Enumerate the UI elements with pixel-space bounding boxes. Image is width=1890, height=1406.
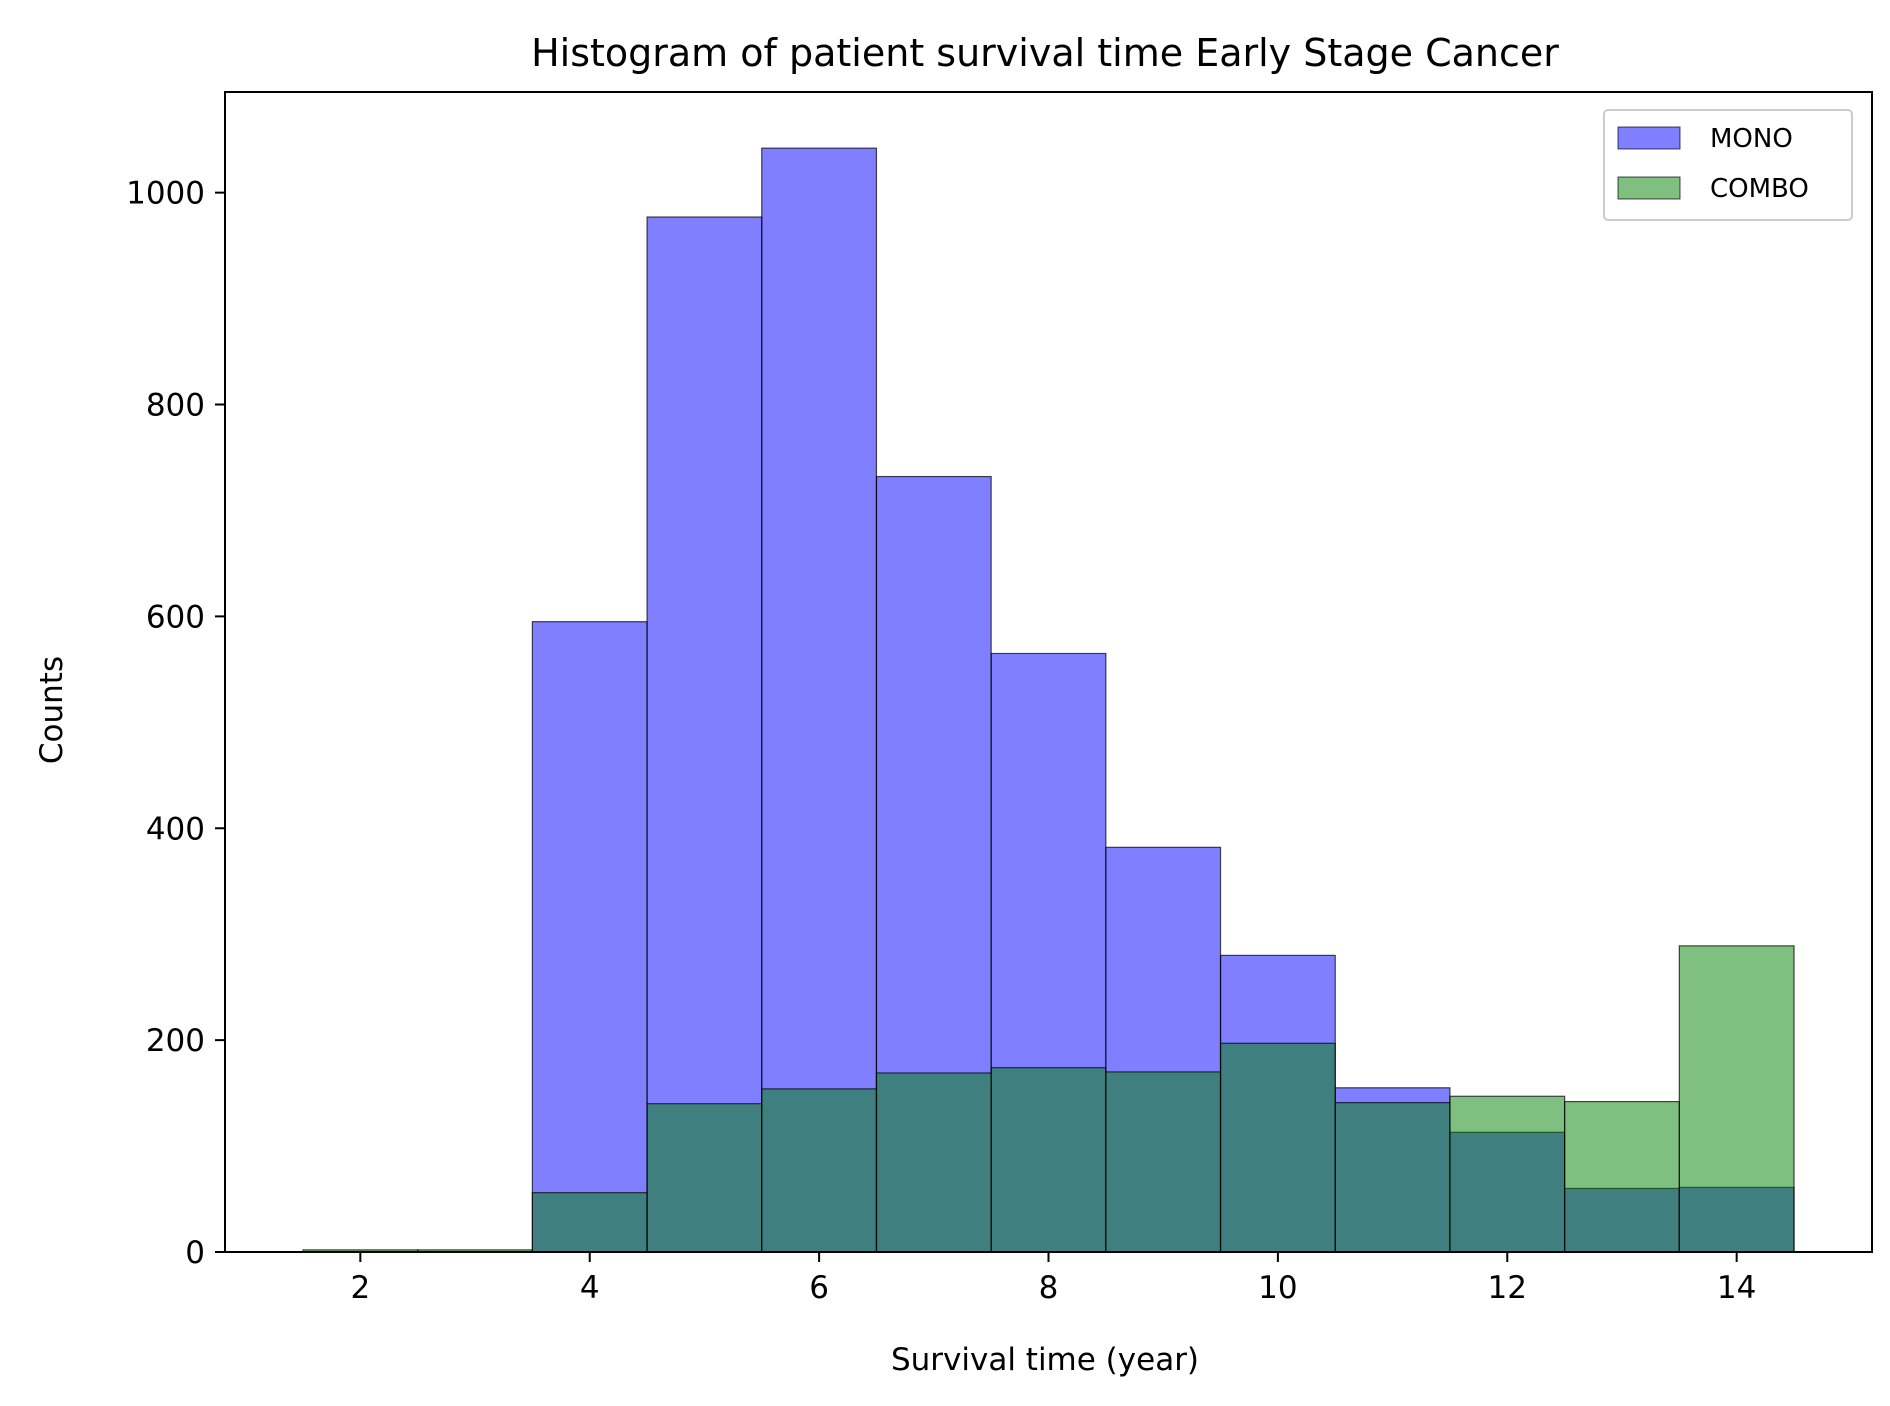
legend-label-combo: COMBO — [1710, 174, 1809, 204]
bar-combo-12 — [1678, 945, 1795, 1253]
chart-title: Histogram of patient survival time Early… — [531, 31, 1559, 75]
x-axis-label: Survival time (year) — [891, 1342, 1199, 1378]
bar-mono-2 — [531, 621, 648, 1253]
plot-frame — [224, 91, 1873, 1253]
legend-label-mono: MONO — [1710, 124, 1793, 154]
ticks-layer: 2 4 6 8 10 12 14 0 200 400 600 800 1000 — [126, 176, 1756, 1306]
bar-combo-11 — [1564, 1100, 1680, 1253]
legend: MONO COMBO — [1603, 109, 1853, 221]
y-tick-label-0: 0 — [185, 1235, 205, 1271]
x-tick-label-10: 10 — [1258, 1270, 1297, 1306]
bar-combo-5 — [875, 1072, 992, 1253]
legend-swatch-mono — [1617, 126, 1681, 150]
y-tick-label-200: 200 — [146, 1023, 205, 1059]
bars-layer — [302, 147, 1795, 1253]
y-axis-label: Counts — [34, 656, 70, 764]
y-tick-label-400: 400 — [146, 811, 205, 847]
bar-combo-10 — [1449, 1095, 1566, 1253]
y-tick-label-600: 600 — [146, 599, 205, 635]
x-tick-label-4: 4 — [580, 1270, 600, 1306]
bar-combo-4 — [761, 1088, 878, 1253]
bar-combo-8 — [1219, 1042, 1336, 1253]
bar-combo-9 — [1334, 1102, 1451, 1253]
x-tick-label-12: 12 — [1488, 1270, 1527, 1306]
bar-combo-3 — [646, 1103, 763, 1253]
legend-swatch-combo — [1617, 176, 1681, 200]
x-tick-label-8: 8 — [1039, 1270, 1059, 1306]
bar-combo-2 — [531, 1192, 648, 1253]
y-tick-label-800: 800 — [146, 388, 205, 424]
x-tick-label-6: 6 — [809, 1270, 829, 1306]
bar-combo-6 — [990, 1067, 1107, 1253]
y-tick-label-1000: 1000 — [126, 176, 205, 212]
bar-combo-7 — [1105, 1071, 1222, 1253]
bar-mono-3 — [646, 216, 763, 1253]
x-tick-label-14: 14 — [1717, 1270, 1756, 1306]
x-tick-label-2: 2 — [350, 1270, 370, 1306]
bar-mono-4 — [761, 147, 878, 1253]
